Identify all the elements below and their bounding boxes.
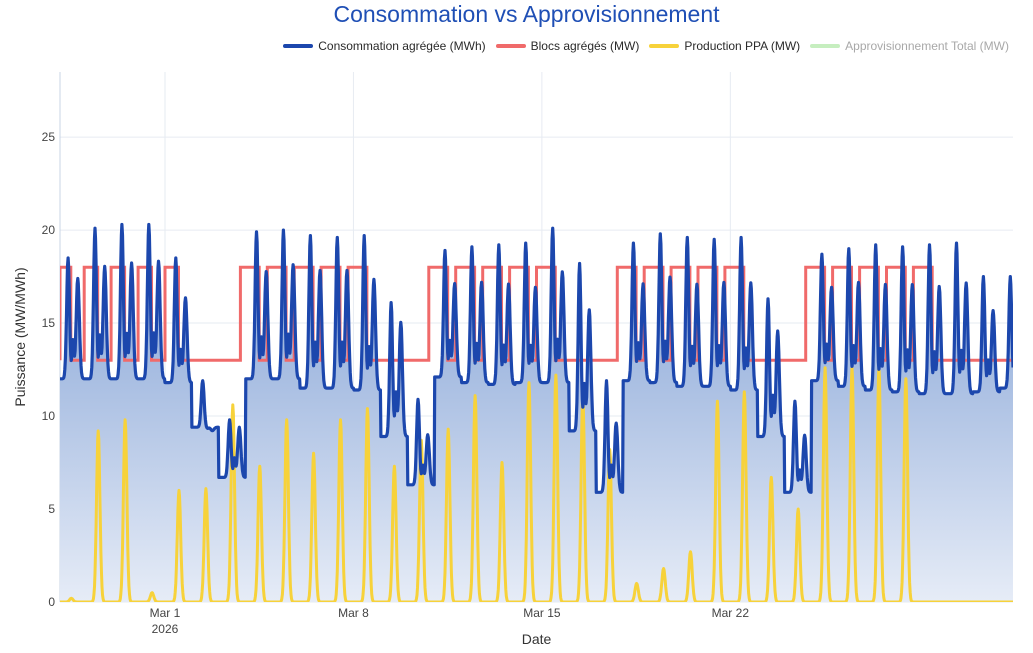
legend-label-consommation: Consommation agrégée (MWh) (318, 39, 486, 53)
chart-title: Consommation vs Approvisionnement (333, 1, 720, 27)
x-tick-label: Mar 15 (523, 606, 561, 620)
y-tick-label: 5 (48, 502, 55, 516)
y-tick-label: 10 (42, 409, 56, 423)
legend-label-blocs: Blocs agrégés (MW) (530, 39, 640, 53)
y-tick-label: 25 (42, 130, 56, 144)
legend-swatch-consommation (283, 44, 314, 48)
x-tick-label: Mar 22 (712, 606, 750, 620)
x-tick-label: Mar 1 (150, 606, 181, 620)
legend-swatch-blocs (495, 44, 526, 48)
production-ppa-line (60, 366, 1013, 602)
consommation-area (60, 224, 1013, 602)
legend-label-production-ppa: Production PPA (MW) (684, 39, 801, 53)
legend-label-approvisionnement: Approvisionnement Total (MW) (845, 39, 1009, 53)
y-tick-label: 15 (42, 316, 56, 330)
series-layer (60, 222, 1013, 602)
y-tick-label: 0 (48, 595, 55, 609)
consommation-line (60, 222, 1013, 494)
legend-swatch-production-ppa (649, 44, 680, 48)
y-tick-label: 20 (42, 223, 56, 237)
y-axis-title: Puissance (MW/MWh) (12, 267, 28, 406)
legend-item-approvisionnement[interactable]: Approvisionnement Total (MW) (810, 39, 1009, 53)
legend: Consommation agrégée (MWh) Blocs agrégés… (273, 39, 1009, 53)
legend-item-consommation[interactable]: Consommation agrégée (MWh) (283, 39, 486, 53)
legend-swatch-approvisionnement (810, 44, 841, 48)
legend-item-production-ppa[interactable]: Production PPA (MW) (649, 39, 800, 53)
legend-item-blocs[interactable]: Blocs agrégés (MW) (495, 39, 640, 53)
axes: 0 5 10 15 20 25 Mar 1 2026 Mar 8 Mar 15 Mar 22 Date… (12, 130, 749, 647)
x-tick-sublabel: 2026 (152, 622, 179, 636)
x-tick-label: Mar 8 (338, 606, 369, 620)
x-axis-title: Date (522, 631, 552, 647)
